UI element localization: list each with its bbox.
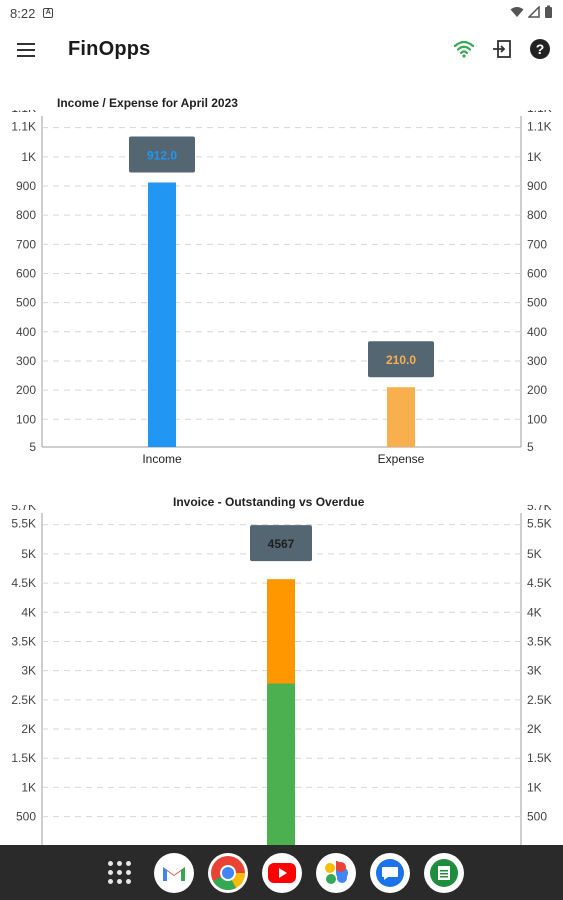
value-tooltip (368, 341, 434, 378)
y-tick-label-left: 100 (16, 412, 36, 426)
status-time: 8:22 (10, 5, 36, 21)
app-title: FinOpps (68, 38, 151, 60)
y-tick-label-left: 5.5K (11, 517, 36, 531)
stacked-bar-segment-1 (267, 579, 295, 684)
y-tick-label-left: 5K (21, 547, 36, 561)
app-dock (0, 845, 563, 900)
y-tick-label-left: 400 (16, 325, 36, 339)
value-label: 912.0 (147, 148, 177, 162)
y-tick-label-left: 3.5K (11, 634, 36, 648)
y-tick-label-left: 800 (16, 208, 36, 222)
value-label: 210.0 (386, 353, 416, 367)
y-tick-label-right: 100 (527, 412, 547, 426)
notification-a-icon: A (43, 8, 54, 18)
help-icon: ? (530, 39, 550, 59)
y-tick-label-left: 5 (29, 440, 36, 454)
y-tick-label-right: 5K (527, 547, 542, 561)
y-tick-label-left: 3K (21, 664, 36, 678)
y-tick-label-left: 300 (16, 354, 36, 368)
y-tick-label-right: 3K (527, 664, 542, 678)
y-tick-label-left: 1.1K (11, 120, 36, 134)
y-tick-label-right: 5.7K (527, 505, 552, 513)
status-bar: 8:22 A (0, 0, 563, 26)
stacked-bar-segment-0 (267, 683, 295, 845)
y-tick-label-right: 700 (527, 237, 547, 251)
y-tick-label-right: 200 (527, 383, 547, 397)
chrome-icon[interactable] (207, 852, 248, 893)
youtube-icon[interactable] (261, 852, 302, 893)
y-tick-label-right: 800 (527, 208, 547, 222)
y-tick-label-left: 200 (16, 383, 36, 397)
y-tick-label-left: 600 (16, 266, 36, 280)
photos-glyph (324, 860, 348, 884)
y-tick-label-right: 2K (527, 722, 542, 736)
status-icons (510, 5, 553, 19)
value-label: 4567 (268, 537, 295, 551)
wifi-icon (453, 40, 475, 58)
sheets-glyph (429, 858, 458, 887)
y-tick-label-left: 2.5K (11, 693, 36, 707)
y-tick-label-left: 500 (16, 296, 36, 310)
value-tooltip (250, 525, 312, 562)
y-tick-label-left: 500 (16, 810, 36, 824)
svg-text:?: ? (536, 41, 545, 57)
gmail-glyph (162, 866, 185, 881)
y-tick-label-right: 4.5K (527, 576, 552, 590)
app-drawer-icon[interactable] (100, 853, 140, 893)
y-tick-label-left: 900 (16, 179, 36, 193)
gmail-icon[interactable] (153, 852, 194, 893)
y-tick-label-right: 3.5K (527, 634, 552, 648)
y-tick-label-left: 1.1K (11, 110, 36, 115)
y-tick-label-left: 1K (21, 150, 36, 164)
youtube-glyph (267, 862, 296, 883)
y-tick-label-left: 4.5K (11, 576, 36, 590)
y-tick-label-left: 2K (21, 722, 36, 736)
logout-icon (493, 40, 511, 58)
chart-title-income-expense: Income / Expense for April 2023 (57, 96, 238, 110)
y-tick-label-right: 5.5K (527, 517, 552, 531)
x-category-label: Income (142, 452, 182, 466)
y-tick-label-left: 1.5K (11, 751, 36, 765)
help-button[interactable]: ? (527, 36, 553, 62)
value-tooltip (129, 136, 195, 173)
y-tick-label-right: 1K (527, 150, 542, 164)
battery-icon (545, 5, 552, 18)
y-tick-label-left: 1K (21, 780, 36, 794)
menu-button[interactable] (14, 38, 40, 62)
messages-icon[interactable] (369, 852, 410, 893)
y-tick-label-left: 5.7K (11, 505, 36, 513)
logout-button[interactable] (489, 36, 515, 62)
x-category-label: Expense (378, 452, 425, 466)
connection-button[interactable] (451, 36, 477, 62)
messages-glyph (375, 858, 404, 887)
y-tick-label-right: 900 (527, 179, 547, 193)
sheets-icon[interactable] (423, 852, 464, 893)
signal-icon (528, 6, 540, 18)
y-tick-label-right: 1K (527, 780, 542, 794)
y-tick-label-right: 300 (527, 354, 547, 368)
app-bar: FinOpps ? (0, 26, 563, 74)
y-tick-label-right: 4K (527, 605, 542, 619)
hamburger-menu-icon (17, 43, 35, 57)
y-tick-label-left: 700 (16, 237, 36, 251)
y-tick-label-right: 500 (527, 810, 547, 824)
y-tick-label-right: 600 (527, 266, 547, 280)
app-bar-actions: ? (451, 36, 553, 62)
y-tick-label-right: 400 (527, 325, 547, 339)
wifi-status-icon (510, 7, 524, 17)
y-tick-label-right: 1.1K (527, 120, 552, 134)
y-tick-label-right: 5 (527, 440, 534, 454)
income-expense-chart-svg: 5 5 100 100 200 200 300 300 400 400 500 500 600 600 70… (11, 110, 552, 466)
invoice-chart-svg: 500 500 1K 1K 1.5K 1.5K 2K 2K 2.5K 2.5K 3K 3K 3.5K 3.… (11, 505, 552, 845)
bar-expense (387, 387, 415, 447)
photos-icon[interactable] (315, 852, 356, 893)
y-tick-label-right: 1.5K (527, 751, 552, 765)
y-tick-label-right: 2.5K (527, 693, 552, 707)
chrome-glyph (210, 855, 245, 890)
chart-title-invoice: Invoice - Outstanding vs Overdue (173, 495, 365, 509)
y-tick-label-left: 4K (21, 605, 36, 619)
y-tick-label-right: 500 (527, 296, 547, 310)
bar-income (148, 182, 176, 447)
y-tick-label-right: 1.1K (527, 110, 552, 115)
